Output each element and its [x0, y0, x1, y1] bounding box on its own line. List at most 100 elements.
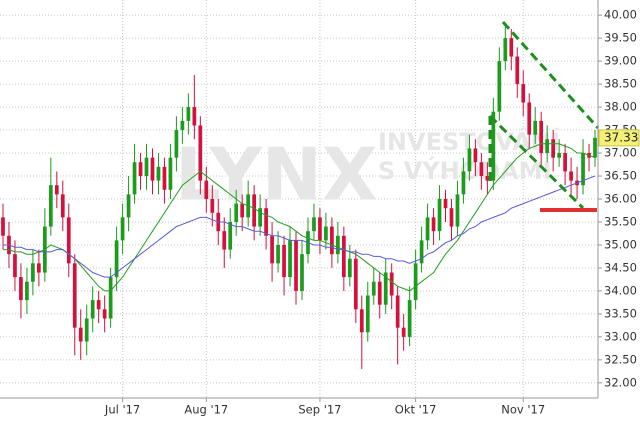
candle-body: [497, 61, 502, 112]
candle-body: [108, 277, 113, 319]
y-tick-label: 35.00: [604, 237, 637, 251]
axes: 32.00 32.50 33.00 33.50 34.00 34.50 35.00 35.50…: [104, 8, 640, 417]
candle-body: [1, 217, 5, 236]
y-tick-label: 34.00: [604, 283, 637, 297]
candle-body: [96, 300, 101, 310]
candle-body: [563, 153, 567, 172]
candle-body: [419, 240, 424, 264]
candle-body: [66, 217, 71, 264]
candle-body: [413, 263, 418, 301]
candle-body: [72, 263, 77, 328]
candle-body: [377, 281, 382, 305]
candle-body: [174, 130, 179, 158]
candle-body: [449, 208, 454, 227]
y-tick-label: 33.50: [604, 306, 637, 320]
candle-body: [312, 217, 316, 232]
candle-body: [144, 157, 149, 177]
candle-body: [54, 185, 59, 195]
candle-body: [455, 194, 460, 227]
candle-body: [198, 125, 203, 181]
candle-body: [19, 277, 23, 301]
candle-body: [545, 139, 550, 154]
candle-body: [515, 56, 520, 85]
y-tick-label: 38.50: [604, 77, 637, 91]
y-tick-label: 36.00: [604, 192, 637, 206]
y-tick-label: 32.50: [604, 352, 637, 366]
candle-body: [150, 157, 155, 181]
candle-body: [341, 235, 346, 278]
candle-body: [353, 258, 358, 310]
trend-line: [501, 20, 600, 130]
candle-body: [120, 217, 125, 241]
candle-body: [593, 137, 597, 158]
y-tick-label: 38.00: [604, 100, 637, 114]
candle-body: [180, 120, 185, 131]
y-tick-label: 40.00: [604, 8, 637, 22]
candle-body: [288, 240, 292, 278]
candle-body: [156, 166, 161, 181]
candle-body: [425, 217, 430, 241]
moving-average: [3, 175, 596, 278]
candle-body: [264, 208, 268, 236]
candle-body: [509, 38, 514, 57]
candle-body: [234, 203, 239, 222]
watermark-logo: LYNX: [175, 133, 378, 217]
candle-body: [395, 295, 400, 328]
candle-body: [336, 235, 340, 255]
y-tick-label: 39.50: [604, 31, 637, 45]
candle-body: [407, 300, 412, 337]
y-tick-label: 33.00: [604, 329, 637, 343]
y-tick-label: 34.50: [604, 260, 637, 274]
candle-body: [186, 107, 191, 121]
candle-body: [132, 162, 137, 195]
candle-body: [527, 102, 532, 135]
candle-body: [240, 203, 245, 218]
candle-body: [270, 235, 274, 264]
candle-body: [114, 240, 119, 278]
candle-body: [359, 309, 364, 333]
y-tick-label: 39.00: [604, 54, 637, 68]
candle-body: [491, 111, 496, 181]
candle-body: [192, 107, 197, 126]
candle-body: [389, 272, 394, 296]
candle-body: [162, 166, 167, 190]
candle-body: [84, 318, 89, 342]
candle-body: [581, 153, 585, 186]
candle-body: [90, 300, 95, 319]
candle-body: [168, 157, 173, 190]
candle-body: [401, 327, 406, 337]
candle-body: [228, 221, 233, 250]
candle-body: [467, 148, 472, 172]
candle-body: [473, 148, 478, 163]
plot: [1, 24, 597, 370]
candle-body: [282, 244, 286, 278]
x-tick-label: Jul '17: [104, 403, 140, 417]
candle-body: [324, 226, 328, 241]
candle-body: [204, 180, 209, 199]
y-tick-label: 37.00: [604, 146, 637, 160]
y-tick-label: 36.50: [604, 169, 637, 183]
candle-body: [13, 254, 17, 278]
candle-body: [138, 162, 143, 177]
last-price-label: 37.33: [604, 130, 638, 144]
candle-body: [431, 217, 436, 232]
candle-body: [102, 309, 107, 319]
candle-body: [569, 171, 573, 181]
candle-body: [539, 120, 544, 154]
candle-body: [37, 263, 41, 273]
candle-body: [383, 272, 388, 305]
candle-body: [48, 185, 53, 227]
candle-body: [371, 281, 376, 296]
candle-body: [461, 171, 466, 195]
candle-body: [276, 244, 280, 264]
candle-body: [25, 281, 29, 301]
candle-body: [557, 153, 561, 158]
candle-body: [443, 199, 448, 209]
candle-body: [479, 162, 484, 177]
candle-body: [78, 327, 83, 342]
candle-body: [294, 240, 298, 291]
x-tick-label: Sep '17: [298, 403, 341, 417]
moving-average: [3, 143, 596, 292]
last-price-tag: [598, 129, 640, 147]
